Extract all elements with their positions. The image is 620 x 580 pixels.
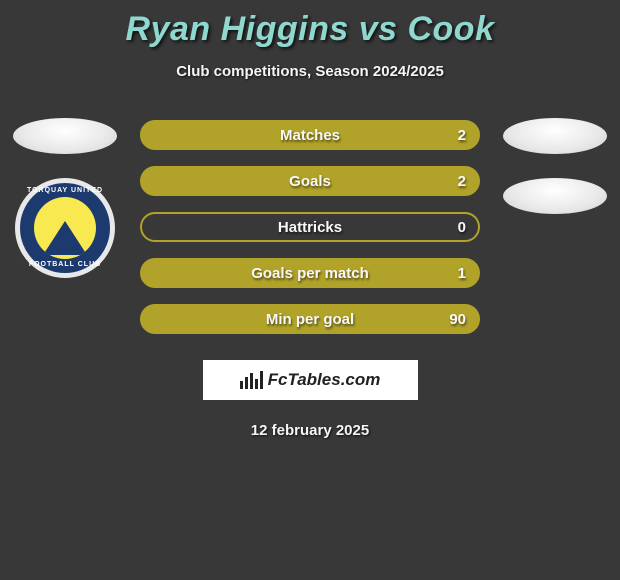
stat-row: Min per goal 90 bbox=[140, 304, 480, 334]
badge-inner bbox=[34, 197, 96, 259]
stat-value: 1 bbox=[458, 265, 466, 282]
player-photo-placeholder bbox=[13, 118, 117, 154]
badge-mountain-icon bbox=[43, 221, 87, 255]
stat-row: Goals 2 bbox=[140, 166, 480, 196]
comparison-subtitle: Club competitions, Season 2024/2025 bbox=[0, 63, 620, 80]
stat-row: Matches 2 bbox=[140, 120, 480, 150]
comparison-title: Ryan Higgins vs Cook bbox=[0, 0, 620, 49]
stat-row: Hattricks 0 bbox=[140, 212, 480, 242]
badge-text-bottom: FOOTBALL CLUB bbox=[20, 261, 110, 268]
stat-value: 2 bbox=[458, 173, 466, 190]
card-container: Ryan Higgins vs Cook Club competitions, … bbox=[0, 0, 620, 580]
club-badge: TORQUAY UNITED FOOTBALL CLUB bbox=[15, 178, 115, 278]
stat-value: 90 bbox=[449, 311, 466, 328]
stat-label: Min per goal bbox=[266, 311, 354, 328]
watermark-text: FcTables.com bbox=[268, 370, 381, 390]
stat-label: Matches bbox=[280, 127, 340, 144]
stat-row: Goals per match 1 bbox=[140, 258, 480, 288]
date-text: 12 february 2025 bbox=[0, 422, 620, 439]
stat-label: Goals bbox=[289, 173, 331, 190]
stat-label: Goals per match bbox=[251, 265, 369, 282]
stat-value: 2 bbox=[458, 127, 466, 144]
stat-value: 0 bbox=[458, 219, 466, 236]
badge-text-top: TORQUAY UNITED bbox=[20, 187, 110, 194]
player-photo-placeholder bbox=[503, 118, 607, 154]
club-badge-placeholder bbox=[503, 178, 607, 214]
left-player-column: TORQUAY UNITED FOOTBALL CLUB bbox=[0, 118, 130, 278]
stats-rows: Matches 2 Goals 2 Hattricks 0 Goals per match 1… bbox=[140, 120, 480, 334]
stat-label: Hattricks bbox=[278, 219, 342, 236]
right-player-column bbox=[490, 118, 620, 214]
bars-icon bbox=[240, 371, 262, 389]
watermark: FcTables.com bbox=[203, 360, 418, 400]
